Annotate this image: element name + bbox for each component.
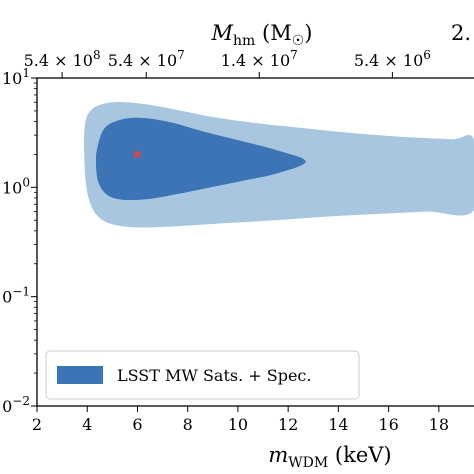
x-tick-label: 16 — [378, 415, 398, 434]
top-tick-label: 5.4 × 107 — [108, 48, 185, 70]
top-tick-label: 5.4 × 108 — [24, 48, 101, 70]
top-edge-label: 2. — [451, 21, 471, 45]
inner-confidence-region — [95, 117, 306, 201]
legend-swatch — [57, 366, 103, 384]
best-fit-star-marker — [132, 149, 143, 159]
best-fit-layer — [132, 149, 143, 159]
x-tick-label: 4 — [82, 415, 92, 434]
x-tick-label: 2 — [32, 415, 42, 434]
x-tick-label: 14 — [328, 415, 348, 434]
y-tick-label: 10−2 — [0, 394, 30, 416]
confidence-regions — [84, 101, 474, 228]
x-tick-label: 8 — [183, 415, 193, 434]
legend-label: LSST MW Sats. + Spec. — [117, 366, 311, 385]
top-axis-title: Mhm (M☉) — [211, 21, 313, 49]
x-tick-label: 18 — [429, 415, 449, 434]
x-tick-label: 12 — [278, 415, 298, 434]
bottom-axis-title: mWDM (keV) — [268, 443, 391, 471]
y-tick-label: 101 — [2, 66, 30, 88]
legend: LSST MW Sats. + Spec. — [45, 350, 360, 400]
y-tick-label: 100 — [2, 175, 30, 197]
top-tick-label: 5.4 × 106 — [354, 48, 431, 70]
legend-box — [45, 350, 360, 400]
top-tick-label: 1.4 × 107 — [221, 48, 298, 70]
x-tick-label: 10 — [228, 415, 248, 434]
plot-frame — [36, 77, 474, 407]
axis-ticks: 2 4 6 8 10 12 14 16 18 5.4 × 108 5.4 × 107 1.4 × 10… — [0, 21, 471, 434]
y-tick-label: 10−1 — [0, 285, 30, 307]
x-tick-label: 6 — [132, 415, 142, 434]
